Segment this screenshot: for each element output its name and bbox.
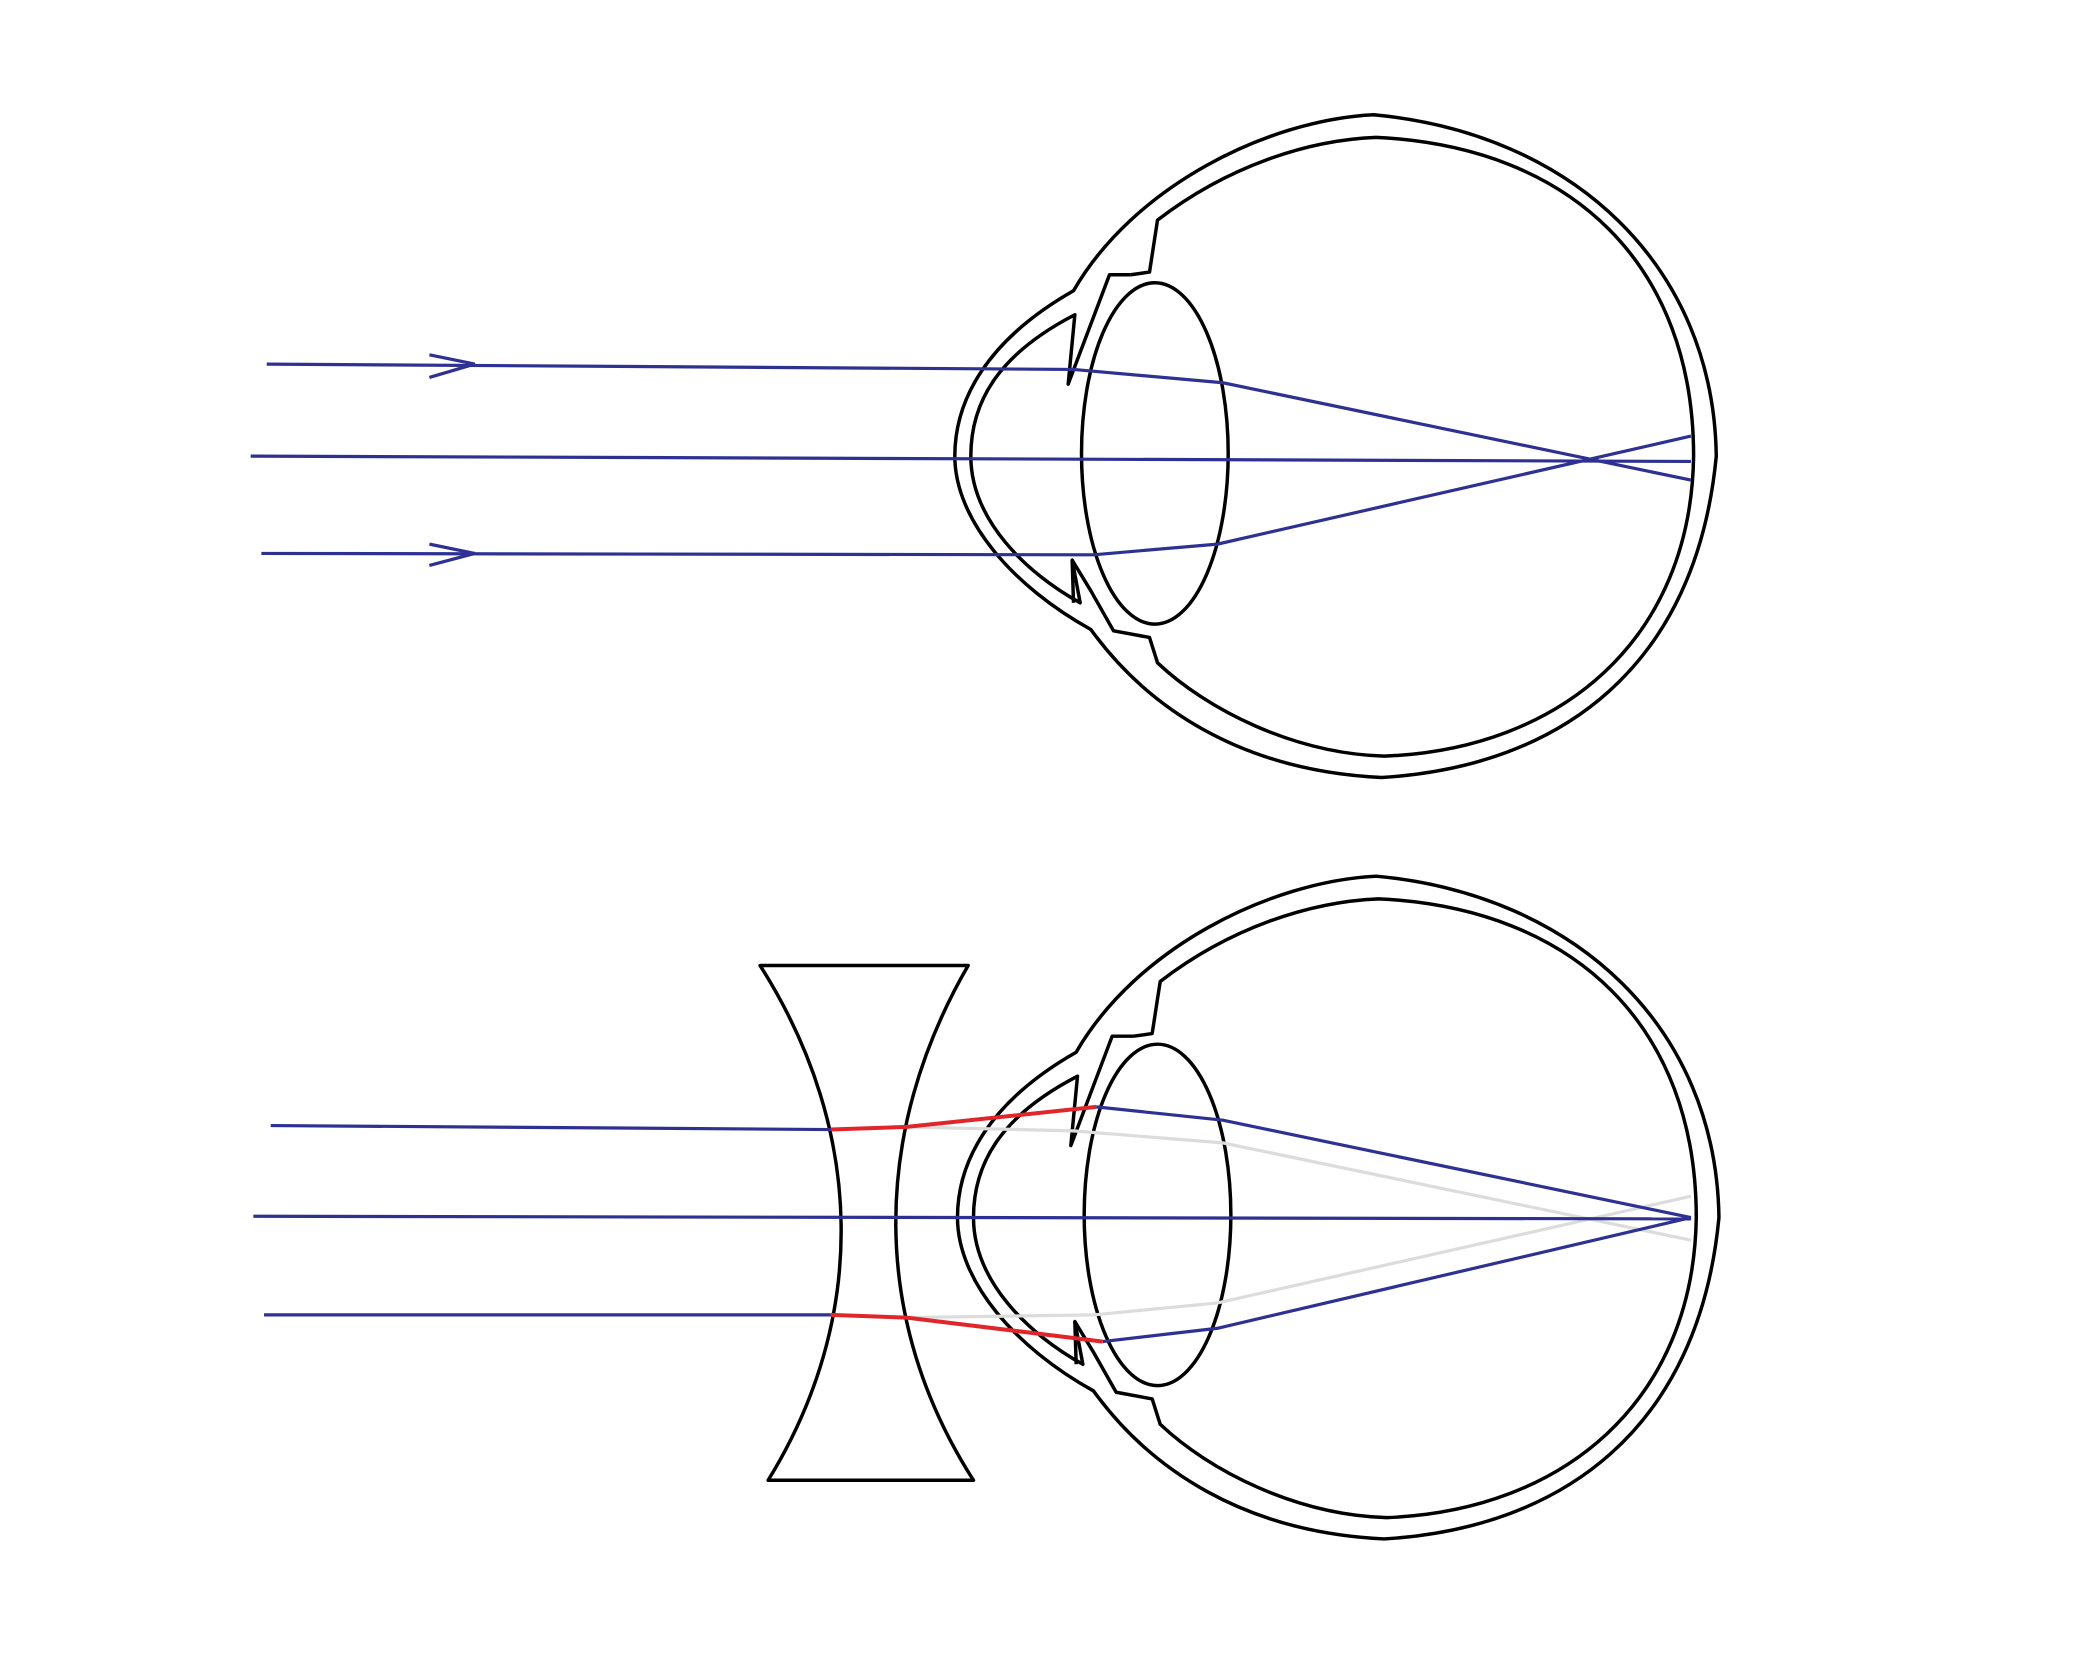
ray-top — [270, 1123, 831, 1132]
concave-lens — [758, 963, 976, 1483]
uncorrected-ray — [906, 1194, 1692, 1320]
ray-middle — [253, 1214, 1691, 1221]
ray-bottom — [1102, 1216, 1692, 1344]
uncorrected-ray — [906, 1125, 1692, 1242]
eye-top — [953, 112, 1719, 780]
ray-middle — [250, 454, 1691, 464]
ray-bottom — [261, 434, 1692, 557]
arrow — [428, 353, 476, 379]
refracted-ray — [830, 1104, 1097, 1132]
arrow — [428, 542, 476, 568]
eye-bottom — [955, 874, 1721, 1541]
ray-top — [266, 362, 1692, 482]
refracted-ray — [830, 1312, 1104, 1344]
ray-top — [1096, 1105, 1692, 1220]
